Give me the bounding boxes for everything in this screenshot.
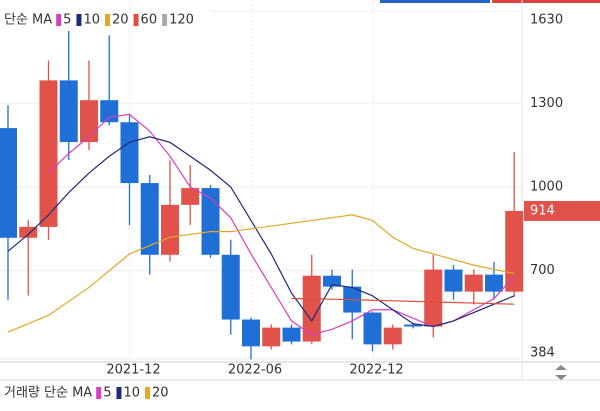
candle-body	[383, 327, 402, 345]
candle-body	[19, 226, 38, 238]
top-tab	[380, 0, 490, 3]
legend-label: 60	[141, 13, 158, 28]
candle-body	[140, 183, 159, 255]
candle-body	[424, 269, 443, 327]
legend-swatch	[145, 387, 151, 399]
candle-body	[302, 275, 321, 342]
legend-label: 10	[123, 386, 140, 401]
scale-toggle[interactable]	[555, 365, 567, 380]
ma-line	[7, 136, 515, 328]
candle-body	[242, 319, 260, 347]
candle-body	[59, 80, 78, 143]
x-tick-label: 2021-12	[106, 363, 160, 378]
x-tick-label: 2022-12	[349, 363, 403, 378]
legend-swatch	[96, 387, 102, 399]
candle-body	[444, 269, 463, 292]
candle-body	[181, 188, 200, 205]
candle-body	[120, 122, 139, 184]
y-tick-label: 700	[530, 263, 555, 278]
legend-swatch	[56, 14, 62, 26]
price-tag-label: 914	[530, 203, 555, 218]
candle-body	[464, 274, 483, 292]
ma-line	[7, 214, 515, 333]
price-tag	[524, 200, 600, 221]
candle-body	[262, 327, 281, 347]
candle-body	[0, 128, 17, 238]
legend-label: 5	[103, 386, 111, 401]
candle-body	[100, 100, 119, 123]
legend-label: 20	[112, 13, 129, 28]
candle-body	[282, 327, 301, 342]
legend-swatch	[133, 14, 139, 26]
candle-body	[80, 100, 98, 143]
legend-label: 5	[63, 13, 71, 28]
y-tick-label: 1300	[530, 96, 563, 111]
candle-body	[161, 204, 179, 255]
legend-label: 120	[169, 13, 194, 28]
top-tab	[492, 0, 600, 3]
legend-label: 10	[83, 13, 100, 28]
legend-title: 거래량 단순 MA	[4, 386, 92, 401]
legend-swatch	[116, 387, 122, 399]
candle-body	[363, 312, 382, 345]
legend-swatch	[105, 14, 110, 26]
y-tick-label: 1000	[530, 179, 563, 194]
candle-body	[221, 254, 240, 320]
legend-swatch	[76, 14, 82, 26]
candle-body	[201, 188, 220, 255]
candle-body	[39, 80, 58, 227]
legend-label: 20	[152, 386, 169, 401]
candle-body	[404, 324, 422, 327]
y-tick-label: 384	[530, 346, 555, 361]
candle-body	[485, 274, 503, 292]
legend-title: 단순 MA	[4, 13, 52, 28]
y-tick-label: 1630	[530, 13, 563, 28]
candle-body	[323, 275, 341, 287]
candle-body	[505, 210, 524, 292]
x-tick-label: 2022-06	[228, 363, 282, 378]
ma-line	[291, 298, 515, 305]
legend-swatch	[162, 14, 168, 26]
